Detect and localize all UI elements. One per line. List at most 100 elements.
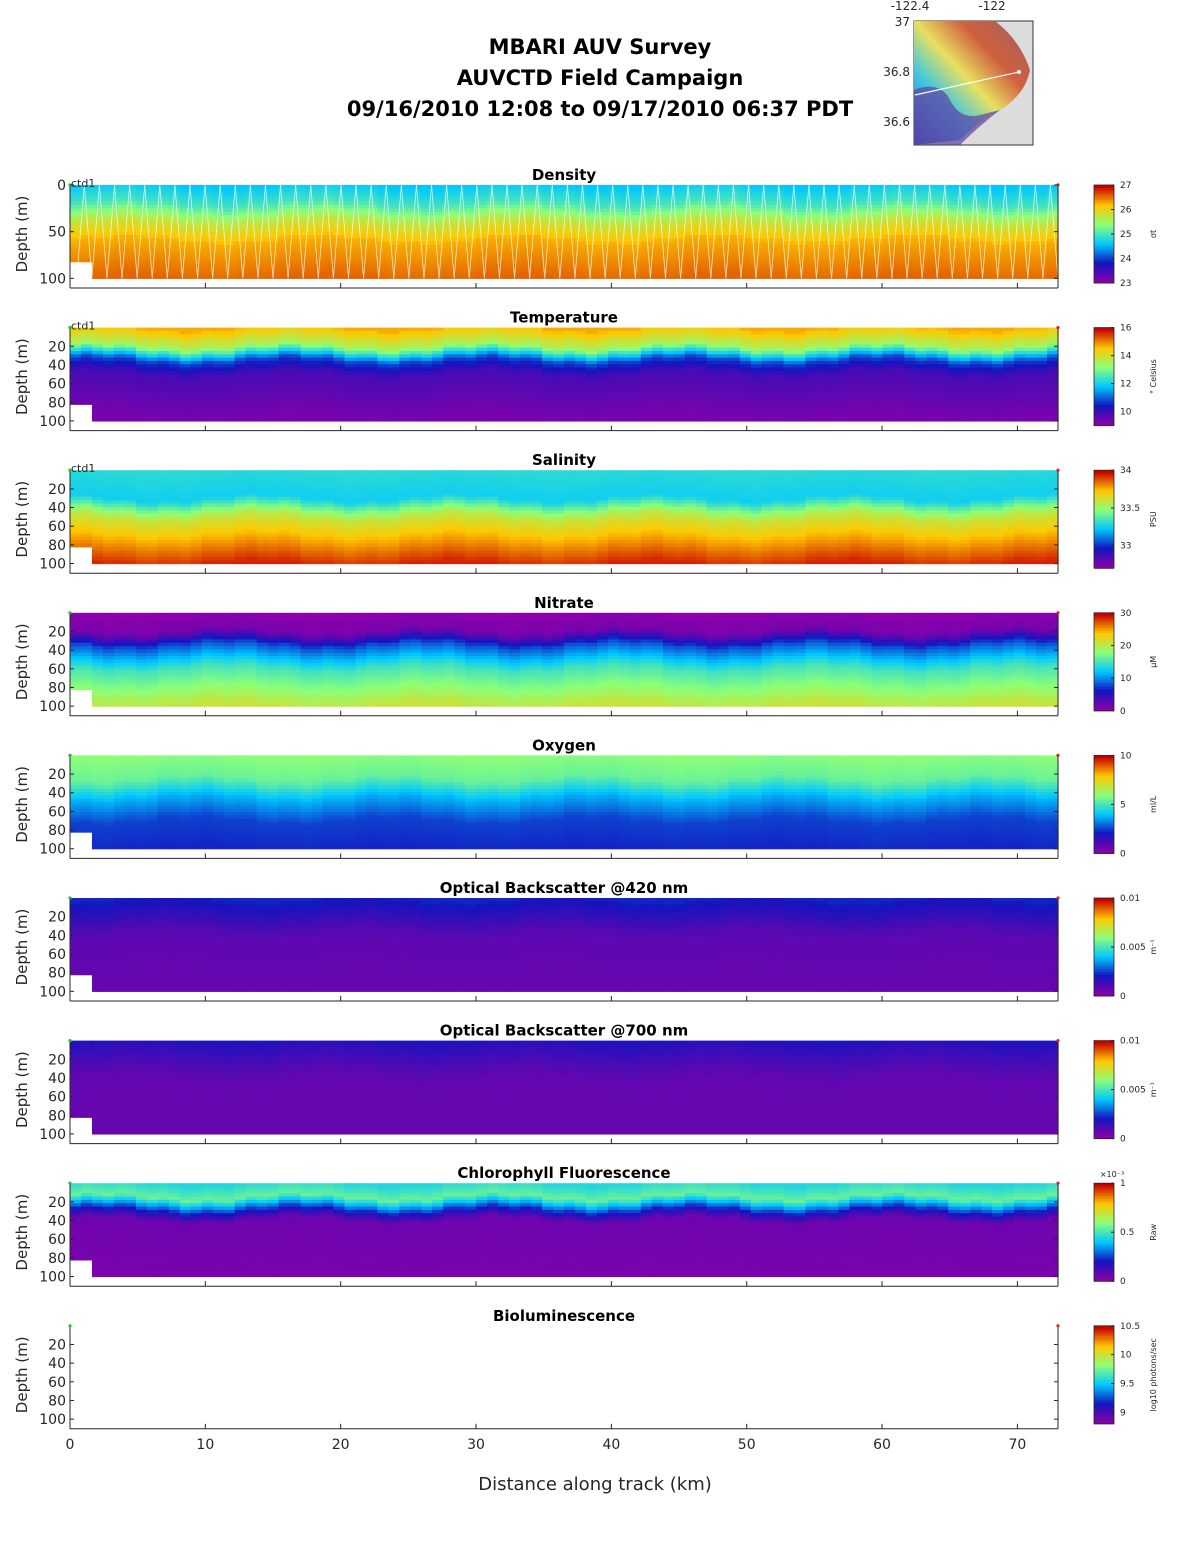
heatmap-cell (124, 370, 137, 375)
heatmap-cell (629, 251, 642, 256)
heatmap-cell (157, 370, 170, 375)
heatmap-cell (355, 330, 367, 335)
heatmap-cell (531, 201, 543, 206)
heatmap-cell (959, 205, 971, 209)
heatmap-cell (1047, 367, 1059, 372)
heatmap-cell (300, 198, 313, 203)
heatmap-cell (673, 238, 686, 243)
heatmap-cell (443, 258, 455, 263)
heatmap-cell (849, 258, 861, 263)
heatmap-cell (761, 275, 774, 279)
heatmap-cell (487, 357, 499, 362)
heatmap-cell (1025, 330, 1037, 335)
heatmap-cell (904, 370, 916, 375)
heatmap-cell (520, 271, 532, 276)
heatmap-cell (80, 334, 93, 339)
heatmap-cell (893, 367, 905, 372)
heatmap-cell (717, 215, 730, 219)
heatmap-cell (520, 334, 532, 339)
heatmap-cell (728, 340, 741, 345)
heatmap-cell (1003, 330, 1015, 335)
heatmap-cell (135, 327, 148, 332)
heatmap-cell (212, 354, 225, 359)
heatmap-cell (432, 201, 444, 206)
heatmap-cell (531, 218, 543, 223)
heatmap-cell (344, 330, 357, 335)
heatmap-cell (102, 211, 115, 216)
colorbar-segment (1094, 275, 1114, 279)
heatmap-cell (959, 258, 971, 263)
heatmap-cell (70, 360, 82, 365)
heatmap-cell (574, 248, 587, 253)
heatmap-cell (113, 231, 126, 236)
heatmap-cell (937, 334, 949, 339)
heatmap-cell (970, 271, 982, 276)
heatmap-cell (761, 201, 774, 206)
heatmap-cell (465, 198, 477, 203)
heatmap-cell (728, 330, 741, 335)
heatmap-cell (706, 327, 719, 332)
heatmap-cell (1025, 195, 1037, 199)
heatmap-cell (717, 221, 730, 226)
heatmap-cell (772, 327, 785, 332)
heatmap-cell (959, 255, 971, 259)
heatmap-cell (245, 231, 258, 236)
heatmap-cell (476, 198, 488, 203)
heatmap-cell (585, 218, 598, 223)
heatmap-cell (421, 370, 433, 375)
heatmap-cell (124, 268, 137, 273)
heatmap-cell (190, 205, 203, 209)
heatmap-cell (618, 268, 631, 273)
heatmap-cell (311, 208, 324, 213)
heatmap-cell (102, 364, 115, 369)
heatmap-cell (783, 211, 796, 216)
heatmap-cell (146, 201, 159, 206)
heatmap-cell (234, 221, 247, 226)
heatmap-cell (761, 241, 774, 246)
heatmap-cell (816, 228, 829, 233)
heatmap-cell (882, 347, 894, 352)
heatmap-cell (91, 364, 104, 369)
heatmap-cell (662, 354, 675, 359)
heatmap-cell (70, 208, 82, 213)
heatmap-cell (805, 251, 818, 256)
heatmap-cell (542, 330, 554, 335)
heatmap-cell (607, 185, 620, 189)
heatmap-cell (739, 330, 752, 335)
heatmap-cell (531, 221, 543, 226)
heatmap-cell (487, 235, 499, 239)
heatmap-cell (146, 337, 159, 342)
heatmap-cell (706, 275, 719, 279)
heatmap-cell (838, 188, 851, 193)
heatmap-cell (585, 188, 598, 193)
heatmap-cell (1025, 201, 1037, 206)
heatmap-cell (234, 205, 247, 209)
heatmap-cell (618, 271, 631, 276)
heatmap-cell (827, 334, 840, 339)
heatmap-cell (476, 228, 488, 233)
heatmap-cell (706, 195, 719, 199)
heatmap-cell (256, 248, 269, 253)
heatmap-cell (223, 188, 236, 193)
heatmap-cell (245, 370, 258, 375)
heatmap-cell (992, 248, 1004, 253)
heatmap-cell (146, 364, 159, 369)
heatmap-cell (124, 261, 137, 266)
heatmap-cell (366, 211, 378, 216)
heatmap-cell (607, 205, 620, 209)
heatmap-cell (860, 265, 872, 269)
heatmap-cell (476, 261, 488, 266)
heatmap-cell (443, 367, 455, 372)
heatmap-cell (80, 218, 93, 223)
heatmap-cell (640, 360, 653, 365)
heatmap-cell (443, 268, 455, 273)
heatmap-cell (179, 245, 192, 249)
heatmap-cell (904, 265, 916, 269)
heatmap-cell (750, 248, 763, 253)
heatmap-cell (509, 258, 521, 263)
heatmap-cell (1014, 198, 1026, 203)
heatmap-cell (596, 370, 609, 375)
heatmap-cell (410, 231, 422, 236)
heatmap-cell (948, 238, 960, 243)
heatmap-cell (487, 367, 499, 372)
